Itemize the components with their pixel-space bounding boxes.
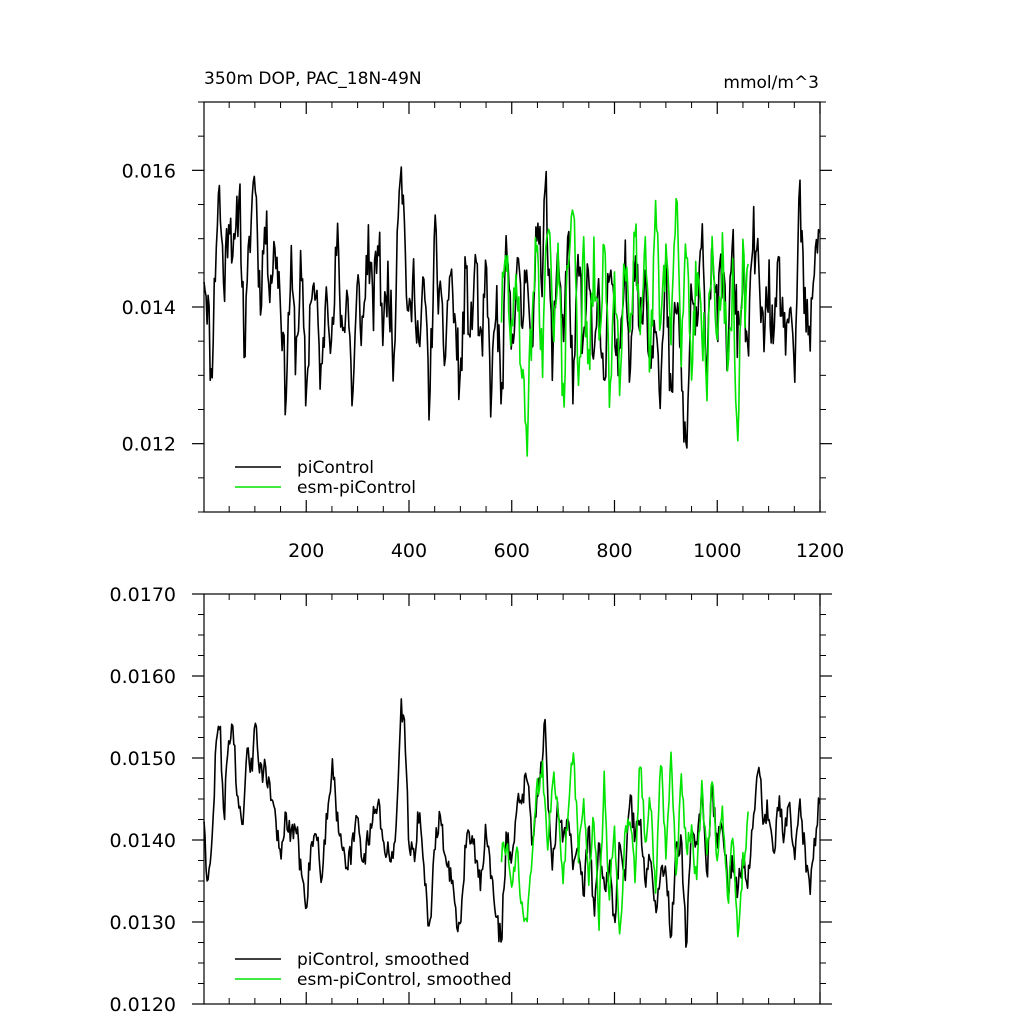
y-tick-label: 0.016	[122, 160, 176, 182]
top-axes: 200 400 600 800 1000 1200 0.012 0.014 0.016	[122, 101, 844, 562]
y-tick-label: 0.0150	[110, 748, 176, 770]
bottom-panel: 0.0120 0.0130 0.0140 0.0150 0.0160 0.0170 piC…	[110, 584, 832, 1016]
y-tick-label: 0.0120	[110, 994, 176, 1016]
top-chart-title: 350m DOP, PAC_18N-49N	[204, 69, 422, 89]
legend-label-picontrol: piControl	[297, 458, 374, 478]
series-line-esm-picontrol	[500, 197, 749, 457]
y-tick-label: 0.014	[122, 297, 176, 319]
bottom-series-layer	[203, 698, 821, 948]
y-tick-label: 0.012	[122, 434, 176, 456]
x-tick-label: 200	[288, 540, 324, 562]
series-line-picontrol	[203, 166, 821, 449]
y-tick-label: 0.0160	[110, 666, 176, 688]
legend-label-picontrol: piControl, smoothed	[297, 950, 470, 970]
series-line-esm-picontrol-smoothed	[500, 751, 749, 938]
legend-label-esm-picontrol: esm-piControl	[297, 478, 416, 498]
top-panel: 350m DOP, PAC_18N-49N mmol/m^3 200 400 600…	[122, 69, 845, 562]
x-tick-label: 1000	[693, 540, 741, 562]
legend-label-esm-picontrol: esm-piControl, smoothed	[297, 970, 512, 990]
y-tick-label: 0.0140	[110, 830, 176, 852]
x-tick-label: 1200	[796, 540, 844, 562]
x-tick-label: 400	[391, 540, 427, 562]
x-tick-label: 800	[596, 540, 632, 562]
y-tick-label: 0.0170	[110, 584, 176, 606]
y-tick-label: 0.0130	[110, 912, 176, 934]
series-line-picontrol-smoothed	[203, 698, 821, 948]
x-tick-label: 600	[494, 540, 530, 562]
bottom-axes: 0.0120 0.0130 0.0140 0.0150 0.0160 0.0170	[110, 584, 832, 1016]
top-series-layer	[203, 166, 821, 457]
top-chart-units: mmol/m^3	[723, 73, 819, 93]
